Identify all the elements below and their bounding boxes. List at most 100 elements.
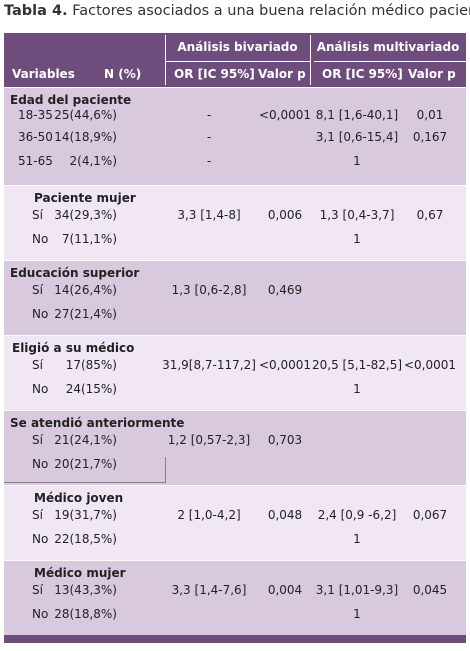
table-bottom-bar: [4, 635, 466, 643]
cell-cat: No: [32, 232, 49, 246]
cell-or1: -: [206, 154, 212, 168]
cell-p2: 0,067: [412, 508, 448, 522]
cell-n: 14(18,9%): [54, 130, 117, 144]
group-divider: [4, 410, 466, 411]
cell-or2: 3,1 [1,01-9,3]: [315, 583, 399, 597]
cell-p1: 0,004: [267, 583, 303, 597]
cell-or2: 2,4 [0,9 -6,2]: [317, 508, 397, 522]
group-band: [4, 185, 466, 260]
group-divider: [4, 560, 466, 561]
group-label: Edad del paciente: [10, 93, 132, 107]
cell-or2: 1: [353, 154, 361, 168]
group-band: [4, 410, 466, 485]
cell-border: [4, 482, 166, 483]
group-band: [4, 87, 466, 185]
cell-or1: 3,3 [1,4-8]: [177, 208, 241, 222]
header-variables: Variables: [12, 67, 75, 81]
header-or-bivariate: OR [IC 95%]: [174, 67, 255, 81]
cell-cat: Sí: [32, 208, 43, 222]
group-band: [4, 260, 466, 335]
cell-cat: 36-50: [18, 130, 53, 144]
cell-n: 2(4,1%): [69, 154, 117, 168]
group-band: [4, 485, 466, 560]
cell-p2: 0,045: [412, 583, 448, 597]
header-or-multivariate: OR [IC 95%]: [322, 67, 403, 81]
group-label: Educación superior: [10, 266, 140, 280]
cell-n: 22(18,5%): [54, 532, 117, 546]
cell-or2: 1: [353, 232, 361, 246]
group-divider: [4, 185, 466, 186]
table-caption: Factores asociados a una buena relación …: [67, 3, 470, 19]
header-n: N (%): [104, 67, 142, 81]
cell-or1: 31,9[8,7-117,2]: [162, 358, 256, 372]
cell-border: [165, 457, 166, 483]
header-p-multivariate: Valor p: [408, 67, 456, 81]
cell-or1: 1,2 [0,57-2,3]: [167, 433, 251, 447]
cell-p1: 0,048: [267, 508, 303, 522]
group-divider: [4, 87, 466, 88]
table-header: [4, 33, 466, 87]
cell-n: 7(11,1%): [61, 232, 117, 246]
cell-n: 13(43,3%): [54, 583, 117, 597]
cell-cat: Sí: [32, 283, 43, 297]
cell-n: 24(15%): [65, 382, 117, 396]
cell-p2: 0,67: [416, 208, 444, 222]
group-label: Médico joven: [34, 491, 124, 505]
group-label: Eligió a su médico: [12, 341, 135, 355]
cell-or2: 1: [353, 607, 361, 621]
group-band: [4, 335, 466, 410]
cell-n: 14(26,4%): [54, 283, 117, 297]
cell-cat: 18-35: [18, 108, 53, 122]
cell-cat: Sí: [32, 583, 43, 597]
group-divider: [4, 485, 466, 486]
cell-n: 28(18,8%): [54, 607, 117, 621]
cell-or2: 8,1 [1,6-40,1]: [315, 108, 399, 122]
cell-p1: 0,469: [267, 283, 303, 297]
cell-or1: 1,3 [0,6-2,8]: [171, 283, 247, 297]
group-label: Médico mujer: [34, 566, 126, 580]
cell-n: 27(21,4%): [54, 307, 117, 321]
cell-cat: Sí: [32, 358, 43, 372]
cell-p1: <0,0001: [258, 358, 312, 372]
cell-n: 19(31,7%): [54, 508, 117, 522]
group-divider: [4, 335, 466, 336]
cell-p1: <0,0001: [258, 108, 312, 122]
cell-n: 25(44,6%): [54, 108, 117, 122]
header-p-bivariate: Valor p: [258, 67, 306, 81]
cell-n: 20(21,7%): [54, 457, 117, 471]
group-label: Se atendió anteriormente: [10, 416, 185, 430]
cell-or2: 1: [353, 532, 361, 546]
cell-or2: 1: [353, 382, 361, 396]
cell-n: 21(24,1%): [54, 433, 117, 447]
cell-cat: Sí: [32, 508, 43, 522]
cell-or1: 2 [1,0-4,2]: [177, 508, 241, 522]
cell-cat: No: [32, 607, 49, 621]
cell-or2: 1,3 [0,4-3,7]: [319, 208, 395, 222]
cell-p2: <0,0001: [403, 358, 457, 372]
cell-or2: 3,1 [0,6-15,4]: [315, 130, 399, 144]
cell-p1: 0,006: [267, 208, 303, 222]
cell-cat: No: [32, 307, 49, 321]
cell-n: 34(29,3%): [54, 208, 117, 222]
results-table: Análisis bivariado Análisis multivariado…: [4, 33, 466, 643]
cell-n: 17(85%): [65, 358, 117, 372]
group-divider: [4, 260, 466, 261]
header-bivariate: Análisis bivariado: [177, 40, 298, 54]
cell-p2: 0,01: [416, 108, 444, 122]
cell-cat: Sí: [32, 433, 43, 447]
table-number: Tabla 4.: [4, 3, 68, 19]
cell-cat: No: [32, 382, 49, 396]
cell-cat: No: [32, 532, 49, 546]
header-multivariate: Análisis multivariado: [316, 40, 460, 54]
cell-or1: -: [206, 130, 212, 144]
cell-or1: -: [206, 108, 212, 122]
group-band: [4, 560, 466, 635]
cell-or2: 20,5 [5,1-82,5]: [311, 358, 403, 372]
cell-p1: 0,703: [267, 433, 303, 447]
cell-cat: No: [32, 457, 49, 471]
cell-p2: 0,167: [412, 130, 448, 144]
cell-or1: 3,3 [1,4-7,6]: [171, 583, 247, 597]
table-title: Tabla 4. Factores asociados a una buena …: [4, 3, 470, 19]
cell-cat: 51-65: [18, 154, 53, 168]
group-label: Paciente mujer: [34, 191, 136, 205]
